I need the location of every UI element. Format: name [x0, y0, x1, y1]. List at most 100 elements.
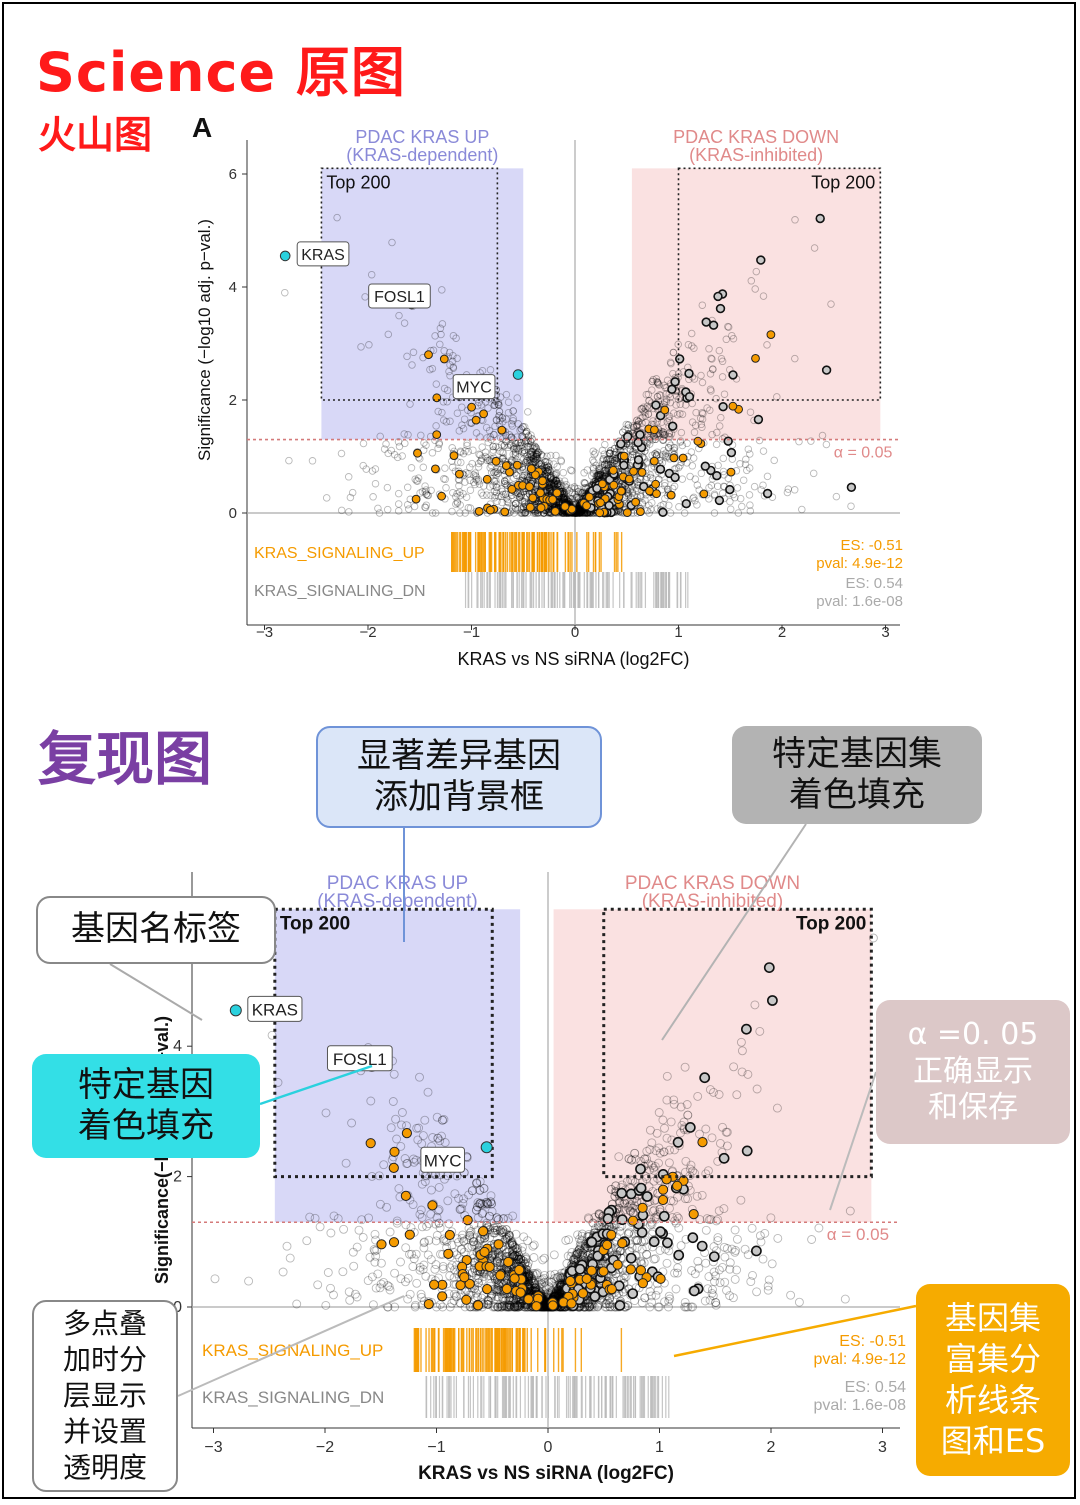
gene-point — [697, 371, 705, 380]
gene-point — [522, 437, 530, 445]
gene-point — [605, 449, 614, 457]
geneset-up-point — [617, 1238, 628, 1249]
gene-point — [457, 448, 465, 456]
gene-point — [371, 479, 380, 488]
gene-point — [681, 1156, 691, 1166]
gene-point — [537, 451, 546, 459]
gene-point — [521, 459, 530, 467]
gene-point — [511, 504, 520, 512]
gene-point — [443, 397, 451, 406]
gene-point — [522, 437, 530, 446]
gene-point — [456, 491, 464, 500]
gene-point — [308, 457, 317, 465]
gene-point — [440, 347, 448, 355]
gene-point — [639, 413, 647, 421]
gene-point — [442, 484, 450, 492]
gene-point — [513, 444, 521, 453]
gene-point — [662, 449, 670, 457]
gene-point — [733, 484, 742, 492]
geneset-dn-point — [633, 437, 643, 448]
down-top200-label: Top 200 — [811, 172, 875, 192]
geneset-dn-point — [762, 488, 773, 499]
gene-point — [519, 505, 527, 514]
gene-point — [555, 1277, 564, 1287]
highlight-gene-point — [512, 369, 524, 380]
gene-point — [458, 403, 466, 411]
gene-point — [421, 488, 429, 496]
gene-point — [472, 429, 481, 437]
up-region-subtitle: (KRAS-dependent) — [346, 145, 498, 165]
gene-point — [628, 488, 637, 496]
gene-point — [559, 468, 568, 477]
geneset-up-point — [651, 479, 660, 489]
geneset-up-point — [751, 354, 760, 363]
gene-point — [489, 442, 497, 451]
geneset-up-point — [726, 467, 736, 477]
gene-point — [326, 1228, 336, 1238]
gene-point — [669, 369, 677, 378]
gene-point — [580, 1243, 590, 1253]
gene-point — [401, 1243, 411, 1253]
gene-point — [535, 448, 543, 456]
gene-point — [348, 1247, 358, 1257]
gene-point — [422, 441, 430, 449]
geneset-up-point — [467, 402, 477, 412]
geneset-up-point — [624, 474, 634, 484]
gene-point — [453, 490, 461, 498]
geneset-dn-point — [751, 1245, 762, 1257]
gene-point — [690, 375, 699, 383]
gene-label-text: FOSL1 — [374, 289, 425, 306]
gene-point — [456, 1244, 466, 1254]
gene-point — [322, 494, 331, 502]
gene-point — [526, 456, 534, 464]
gene-point — [534, 1277, 544, 1287]
gene-point — [492, 1292, 502, 1302]
gene-point — [501, 490, 510, 498]
gene-point — [483, 454, 491, 462]
gene-point — [847, 502, 855, 510]
gene-point — [521, 508, 530, 517]
gene-point — [422, 501, 431, 509]
gene-point — [604, 460, 612, 469]
gene-point — [368, 467, 377, 475]
gene-point — [597, 471, 605, 480]
geneset-up-point — [437, 491, 447, 501]
gene-point — [513, 433, 521, 441]
gene-point — [524, 443, 532, 451]
gene-point — [463, 441, 471, 450]
gene-point — [543, 468, 552, 476]
gene-point — [357, 343, 365, 351]
gene-point — [649, 375, 657, 384]
gene-point — [412, 477, 421, 485]
gene-point — [447, 1260, 457, 1270]
gene-point — [553, 1272, 562, 1282]
gene-point — [578, 489, 586, 497]
gene-point — [509, 407, 517, 415]
gene-point — [674, 1223, 684, 1233]
gene-point — [510, 509, 518, 517]
gene-point — [573, 493, 582, 502]
geneset-dn-point — [763, 962, 775, 973]
gene-point — [446, 361, 454, 369]
gene-point — [519, 423, 527, 431]
gene-point — [475, 1234, 485, 1244]
gene-point — [508, 456, 517, 465]
geneset-up-point — [491, 456, 501, 466]
gene-point — [527, 431, 535, 439]
gene-point — [832, 492, 841, 501]
gene-point — [706, 370, 715, 378]
gene-point — [531, 442, 539, 451]
gene-point — [504, 443, 512, 452]
gene-point — [527, 452, 536, 461]
gene-point — [550, 470, 558, 479]
gene-point — [345, 508, 353, 516]
gene-point — [448, 444, 456, 452]
gene-point — [602, 456, 611, 464]
gene-point — [594, 472, 602, 480]
gene-point — [674, 395, 683, 404]
gene-point — [722, 335, 731, 344]
gene-point — [511, 448, 520, 456]
gene-point — [496, 416, 504, 425]
gene-point — [626, 486, 634, 494]
